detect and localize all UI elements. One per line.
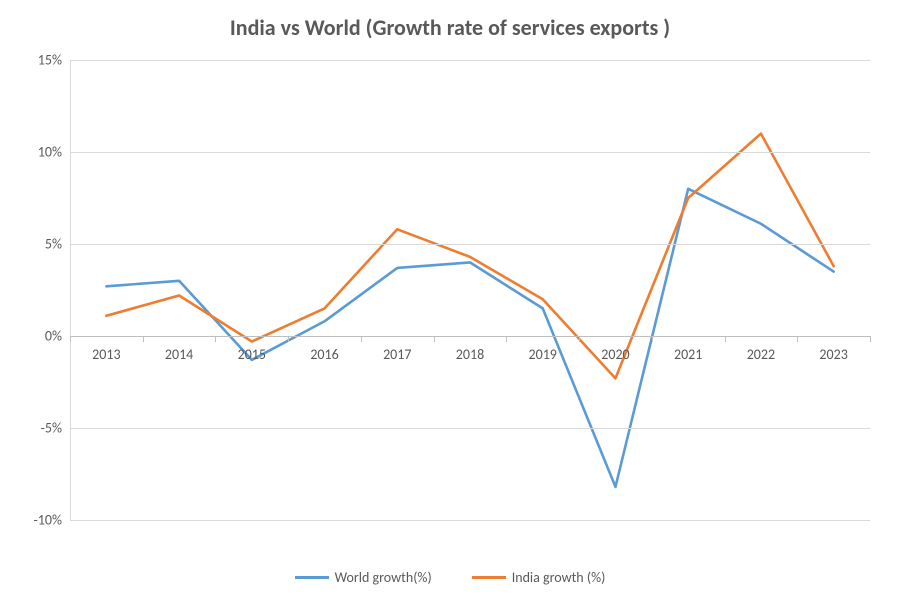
x-tick-label: 2021	[674, 346, 702, 363]
x-tick	[652, 336, 653, 342]
x-tick	[143, 336, 144, 342]
legend-label: India growth (%)	[512, 569, 606, 586]
x-tick-label: 2019	[529, 346, 557, 363]
x-tick	[579, 336, 580, 342]
x-tick	[434, 336, 435, 342]
x-tick	[288, 336, 289, 342]
y-tick-label: -5%	[41, 420, 62, 437]
x-tick-label: 2018	[456, 346, 484, 363]
legend: World growth(%) India growth (%)	[0, 569, 900, 586]
x-tick	[506, 336, 507, 342]
y-tick-label: 0%	[45, 328, 62, 345]
y-gridline	[70, 428, 870, 429]
y-tick-label: -10%	[34, 512, 63, 529]
x-tick	[725, 336, 726, 342]
y-gridline	[70, 244, 870, 245]
x-tick	[70, 336, 71, 342]
line-series-layer	[70, 60, 870, 520]
y-tick-label: 5%	[45, 236, 62, 253]
legend-label: World growth(%)	[335, 569, 432, 586]
x-tick-label: 2017	[383, 346, 411, 363]
x-tick-label: 2023	[819, 346, 847, 363]
x-tick-label: 2014	[165, 346, 193, 363]
x-tick	[797, 336, 798, 342]
legend-swatch	[295, 576, 329, 579]
y-gridline	[70, 152, 870, 153]
y-gridline	[70, 60, 870, 61]
plot-area: -10%-5%0%5%10%15%20132014201520162017201…	[70, 60, 870, 520]
x-tick-label: 2022	[747, 346, 775, 363]
y-gridline	[70, 520, 870, 521]
x-tick-label: 2015	[238, 346, 266, 363]
chart-title: India vs World (Growth rate of services …	[0, 14, 900, 41]
chart-container: India vs World (Growth rate of services …	[0, 0, 900, 600]
x-tick	[361, 336, 362, 342]
y-tick-label: 10%	[38, 144, 62, 161]
y-tick-label: 15%	[38, 52, 62, 69]
x-tick	[215, 336, 216, 342]
x-axis-line	[70, 336, 870, 337]
legend-swatch	[472, 576, 506, 579]
x-tick-label: 2020	[601, 346, 629, 363]
legend-item: World growth(%)	[295, 569, 432, 586]
x-tick	[870, 336, 871, 342]
x-tick-label: 2013	[92, 346, 120, 363]
x-tick-label: 2016	[310, 346, 338, 363]
legend-item: India growth (%)	[472, 569, 606, 586]
